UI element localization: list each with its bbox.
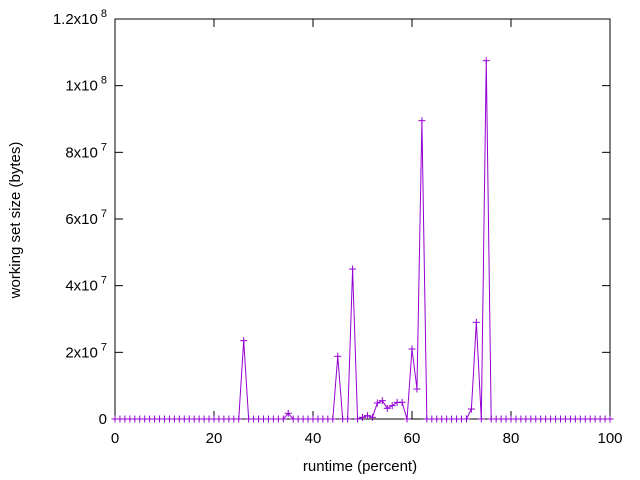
- x-tick-label: 40: [305, 430, 322, 447]
- x-axis-label: runtime (percent): [303, 458, 417, 475]
- data-point: [467, 405, 475, 413]
- data-point: [482, 57, 490, 65]
- data-point: [344, 415, 352, 423]
- data-point: [349, 265, 357, 273]
- data-point: [235, 415, 243, 423]
- data-point: [413, 385, 421, 393]
- y-tick-label: 8x10 7: [65, 141, 107, 161]
- data-point: [388, 402, 396, 410]
- series-line: [115, 60, 610, 420]
- y-tick-label: 1x10 8: [65, 75, 107, 95]
- data-point: [373, 399, 381, 407]
- x-tick-label: 60: [404, 430, 421, 447]
- data-point: [383, 404, 391, 412]
- data-point: [403, 415, 411, 423]
- y-tick-label: 4x10 7: [65, 275, 107, 295]
- x-tick-label: 100: [597, 430, 622, 447]
- data-point: [477, 415, 485, 423]
- data-point: [378, 397, 386, 405]
- y-tick-label: 0: [99, 411, 107, 428]
- x-axis-ticks: 0 20 40 60 80 100: [111, 19, 623, 447]
- data-point: [408, 345, 416, 353]
- data-point: [472, 318, 480, 326]
- x-tick-label: 0: [111, 430, 119, 447]
- y-tick-label: 6x10 7: [65, 208, 107, 228]
- data-point: [279, 415, 287, 423]
- data-point: [334, 352, 342, 360]
- data-point: [398, 398, 406, 406]
- plot-frame: [114, 18, 611, 420]
- data-point: [363, 412, 371, 420]
- data-point: [354, 415, 362, 423]
- data-point: [329, 415, 337, 423]
- data-point: [240, 337, 248, 345]
- data-point: [359, 413, 366, 421]
- y-tick-label: 1.2x10 8: [53, 8, 107, 28]
- data-point: [284, 409, 292, 417]
- data-point: [418, 117, 426, 125]
- x-tick-label: 20: [206, 430, 223, 447]
- y-tick-label: 2x10 7: [65, 341, 107, 361]
- data-point: [606, 415, 614, 423]
- x-tick-label: 80: [503, 430, 520, 447]
- y-axis-ticks: 0 2x10 7 4x10 7 6x10 7 8x10 7 1x10 8 1.2x10 8: [53, 8, 610, 428]
- series-markers: [111, 57, 614, 423]
- data-point: [462, 415, 470, 423]
- y-axis-label: working set size (bytes): [7, 142, 24, 300]
- data-point: [368, 413, 376, 421]
